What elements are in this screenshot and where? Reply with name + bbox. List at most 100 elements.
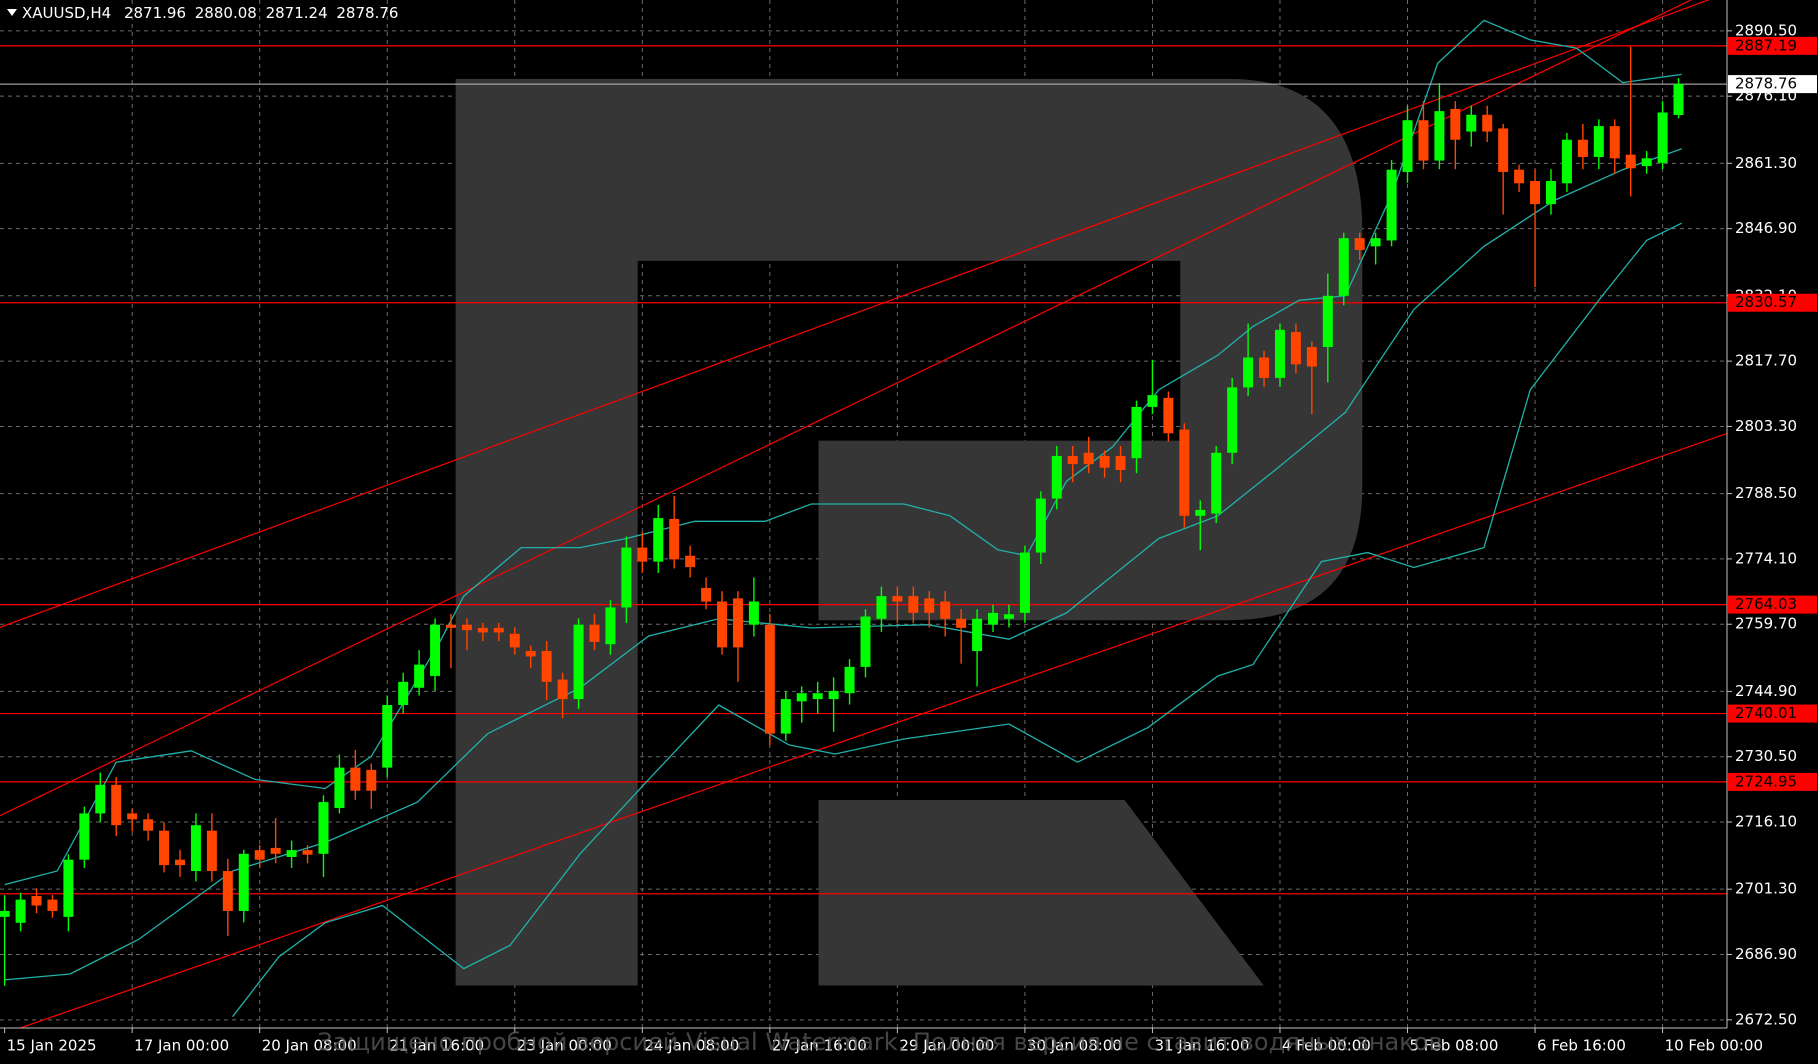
candle-body [1274,329,1285,378]
candle-body [47,899,58,911]
candle-body [1035,498,1046,553]
trend-line [0,0,1693,817]
candle-body [1434,111,1445,161]
candle-body [1577,139,1588,157]
candle-body [1227,387,1238,453]
candle-body [222,871,233,911]
candle-body [956,618,967,628]
candle-body [1243,357,1254,388]
y-tick-label: 2686.90 [1735,945,1797,963]
candle-body [812,693,823,700]
candle-body [1099,455,1110,468]
candle-body [1545,181,1556,205]
candle-body [940,601,951,619]
candle-body [1673,84,1684,115]
candle-body [892,596,903,602]
y-tick-label: 2701.30 [1735,880,1797,898]
candle-body [1402,120,1413,172]
y-tick-label: 2861.30 [1735,154,1797,172]
candle-body [1131,406,1142,459]
x-tick-label: 21 Jan 16:00 [389,1037,484,1055]
candle-body [573,624,584,700]
price-label-box [1728,75,1817,94]
watermark-text: Защищено пробной версией Visual Watermar… [317,1028,1442,1056]
candle-body [653,518,664,562]
candle-body [1657,112,1668,163]
candle-body [764,624,775,734]
candle-body [972,618,983,652]
candle-body [477,627,488,633]
candle-body [1147,395,1158,407]
candle-body [1290,332,1301,365]
candle-body [1322,295,1333,348]
candle-body [1195,509,1206,516]
candle-body [605,607,616,645]
candle-body [908,596,919,613]
level-label: 2887.19 [1735,36,1797,54]
candle-body [1067,455,1078,465]
candle-body [398,681,409,705]
candle-body [541,651,552,682]
candle-body [111,784,122,826]
band-line [232,222,1682,1018]
x-tick-label: 6 Feb 16:00 [1537,1037,1626,1055]
candle-body [557,679,568,700]
candle-body [732,598,743,648]
y-tick-label: 2730.50 [1735,747,1797,765]
candle-body [79,813,90,860]
candle-body [589,624,600,642]
candle-body [318,802,329,854]
candle-body [1609,126,1620,159]
candle-body [924,598,935,613]
x-tick-label: 10 Feb 00:00 [1665,1037,1763,1055]
candle-body [493,627,504,633]
candle-body [1386,169,1397,241]
x-tick-label: 23 Jan 00:00 [517,1037,612,1055]
candle-body [31,895,42,906]
y-tick-label: 2744.90 [1735,682,1797,700]
candle-body [159,830,170,866]
candle-body [1163,397,1174,434]
logo-watermark [455,78,1363,986]
header-high: 2880.08 [195,4,257,22]
y-tick-label: 2774.10 [1735,549,1797,567]
level-label-box [1728,293,1817,312]
candle-body [844,666,855,694]
candle-body [302,850,313,855]
candle-body [1466,114,1477,132]
candle-body [796,693,807,702]
x-tick-label: 30 Jan 08:00 [1027,1037,1122,1055]
x-tick-label: 27 Jan 16:00 [772,1037,867,1055]
candle-body [286,850,297,857]
y-tick-label: 2716.10 [1735,813,1797,831]
x-tick-label: 15 Jan 2025 [7,1037,97,1055]
candle-body [1514,169,1525,184]
candle-body [143,819,154,831]
symbol-menu-arrow[interactable] [7,9,17,16]
header-low: 2871.24 [266,4,328,22]
candle-body [350,767,361,791]
candle-body [238,853,249,911]
candle-body [1211,452,1222,514]
candle-body [461,624,472,631]
candle-body [1641,158,1652,167]
candle-body [206,830,217,872]
candle-body [15,899,26,923]
chart-header: XAUUSD,H4 2871.96 2880.08 2871.24 2878.7… [22,4,398,22]
candle-body [430,624,441,676]
candle-body [1561,139,1572,184]
candle-body [748,601,759,625]
candle-body [1530,181,1541,205]
candle-body [876,596,887,619]
candle-body [1179,429,1190,516]
candle-body [860,616,871,667]
candle-body [0,910,10,917]
x-tick-label: 31 Jan 16:00 [1154,1037,1249,1055]
logo-shape [455,78,1363,986]
trend-line [0,0,1710,628]
candle-body [1019,552,1030,613]
header-close: 2878.76 [336,4,398,22]
candle-body [95,784,106,814]
